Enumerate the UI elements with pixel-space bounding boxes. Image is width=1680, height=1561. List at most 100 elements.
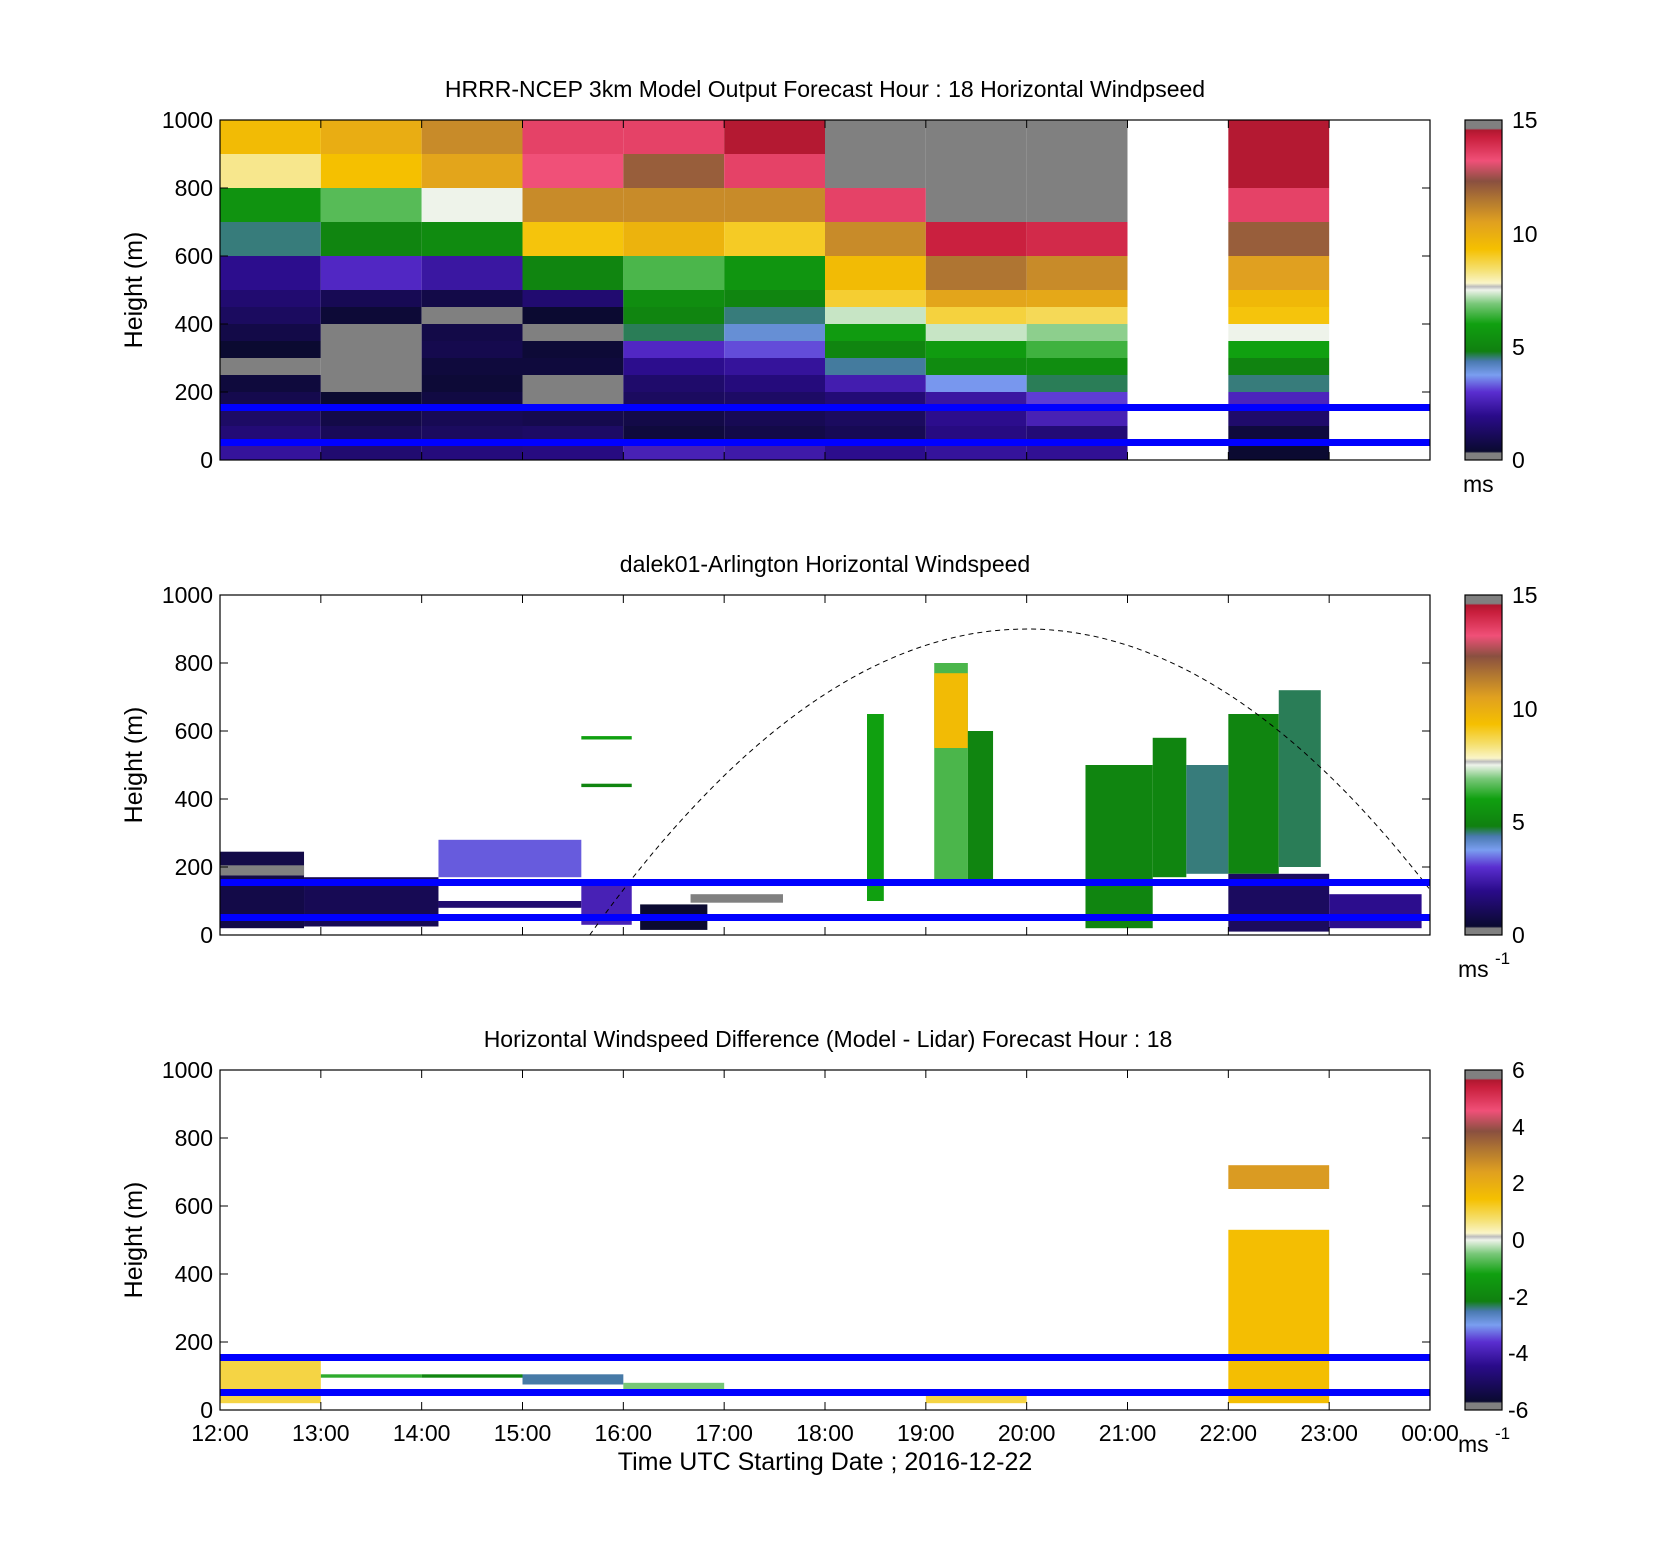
panel-difference-ylabel: Height (m) <box>120 1182 148 1299</box>
model-cell <box>320 341 422 358</box>
x-tick-label: 23:00 <box>1300 1420 1358 1446</box>
boundary-layer-curve <box>589 628 1431 936</box>
colorbar-lidar: 0 5 10 15 ms -1 <box>1458 582 1538 982</box>
ytick-label: 200 <box>175 379 213 405</box>
colorbar-tick-label: 15 <box>1512 107 1538 133</box>
model-cell <box>1026 426 1128 443</box>
difference-cell <box>522 1374 624 1385</box>
model-cell <box>623 307 725 324</box>
model-cell <box>1228 443 1330 460</box>
ytick-label: 1000 <box>162 1057 213 1083</box>
ytick-label: 400 <box>175 786 213 812</box>
ytick-label: 0 <box>200 922 213 948</box>
model-cell <box>421 426 523 443</box>
model-cell <box>1026 375 1128 392</box>
x-tick-label: 19:00 <box>897 1420 955 1446</box>
model-cell <box>623 154 725 188</box>
model-cell <box>1228 154 1330 188</box>
difference-cell <box>421 1374 523 1378</box>
model-cell <box>421 307 523 324</box>
model-cell <box>825 290 926 307</box>
colorbar-unit: ms <box>1458 1431 1489 1457</box>
colorbar-tick-label: -4 <box>1508 1340 1529 1366</box>
panel-difference-title: Horizontal Windspeed Difference (Model -… <box>484 1026 1173 1052</box>
difference-cell <box>1228 1229 1330 1404</box>
lidar-cell <box>967 731 994 881</box>
x-tick-label: 13:00 <box>292 1420 350 1446</box>
model-cell <box>220 341 321 358</box>
ytick-label: 800 <box>175 1125 213 1151</box>
model-cell <box>724 324 825 341</box>
ytick-label: 600 <box>175 1193 213 1219</box>
difference-cell <box>925 1393 1027 1404</box>
x-tick-label: 17:00 <box>695 1420 753 1446</box>
colorbar-unit-exponent: -1 <box>1495 1424 1510 1443</box>
model-cell <box>421 341 523 358</box>
model-cell <box>220 443 321 460</box>
model-cell <box>1228 222 1330 256</box>
model-cell <box>1026 222 1128 256</box>
model-cell <box>1026 358 1128 375</box>
model-cell <box>724 154 825 188</box>
model-cell <box>522 154 624 188</box>
model-cell <box>925 256 1027 290</box>
panel-lidar-ylabel: Height (m) <box>120 707 148 824</box>
model-cell <box>825 120 926 154</box>
model-cell <box>623 256 725 290</box>
x-tick-label: 20:00 <box>998 1420 1056 1446</box>
panel-model-title: HRRR-NCEP 3km Model Output Forecast Hour… <box>445 76 1205 102</box>
model-cell <box>320 426 422 443</box>
model-cell <box>320 443 422 460</box>
ytick-label: 0 <box>200 447 213 473</box>
model-cell <box>320 358 422 375</box>
colorbar-tick-label: 10 <box>1512 696 1538 722</box>
model-cell <box>220 222 321 256</box>
model-cell <box>724 256 825 290</box>
model-cell <box>421 120 523 154</box>
panel-model-ref-lines <box>220 404 1430 446</box>
model-cell <box>623 188 725 222</box>
model-cell <box>220 120 321 154</box>
model-cell <box>623 222 725 256</box>
colorbar-tick-label: 15 <box>1512 582 1538 608</box>
ytick-label: 1000 <box>162 582 213 608</box>
model-cell <box>1228 324 1330 341</box>
model-cell <box>522 341 624 358</box>
model-cell <box>925 324 1027 341</box>
model-cell <box>925 358 1027 375</box>
model-cell <box>421 188 523 222</box>
model-cell <box>925 426 1027 443</box>
model-cell <box>623 358 725 375</box>
model-cell <box>825 409 926 426</box>
ref-line-150m <box>220 879 1430 886</box>
model-cell <box>320 222 422 256</box>
ytick-label: 800 <box>175 175 213 201</box>
model-cell <box>320 307 422 324</box>
model-cell <box>522 409 624 426</box>
model-cell <box>220 358 321 375</box>
lidar-cell <box>1329 894 1422 929</box>
model-cell <box>320 324 422 341</box>
model-cell <box>320 375 422 392</box>
model-cell <box>522 188 624 222</box>
model-cell <box>1228 290 1330 307</box>
model-cell <box>1228 188 1330 222</box>
model-cell <box>623 443 725 460</box>
model-cell <box>623 409 725 426</box>
panel-model-ylabel: Height (m) <box>120 232 148 349</box>
colorbar-unit: ms <box>1458 956 1489 982</box>
model-cell <box>320 120 422 154</box>
model-cell <box>320 188 422 222</box>
model-cell <box>1026 290 1128 307</box>
model-cell <box>724 358 825 375</box>
colorbar-tick-label: 0 <box>1512 1227 1525 1253</box>
x-tick-label: 22:00 <box>1200 1420 1258 1446</box>
model-cell <box>522 256 624 290</box>
model-cell <box>522 222 624 256</box>
lidar-cell <box>581 736 632 740</box>
model-cell <box>1026 120 1128 154</box>
model-cell <box>220 375 321 392</box>
ref-line-50m <box>220 439 1430 446</box>
panel-difference-yticklabels: 0 200 400 600 800 1000 <box>162 1057 213 1423</box>
model-cell <box>825 358 926 375</box>
